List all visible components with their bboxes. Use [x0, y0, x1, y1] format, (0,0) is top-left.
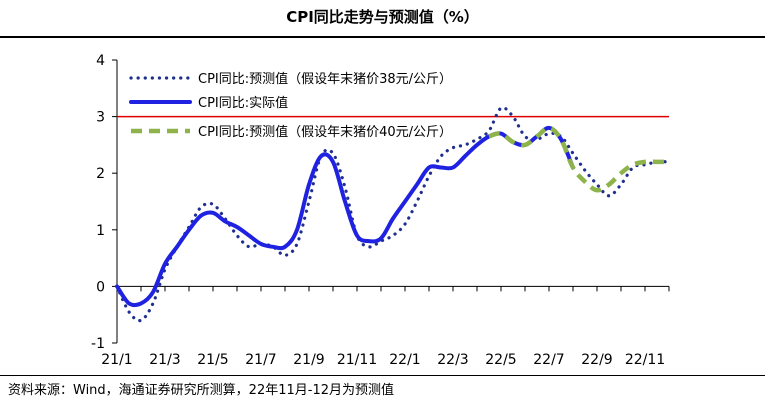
x-tick-label: 21/7 [245, 352, 276, 368]
legend-entry-actual-label: CPI同比:实际值 [198, 95, 288, 111]
x-tick-label: 22/9 [581, 352, 612, 368]
x-tick-label: 21/1 [101, 352, 132, 368]
x-tick-label: 21/5 [197, 352, 228, 368]
series-forecast-38-line [115, 106, 671, 323]
y-tick-label: 2 [96, 166, 105, 182]
x-tick-label: 21/9 [293, 352, 324, 368]
y-tick-label: 4 [96, 53, 105, 69]
x-tick-label: 22/7 [533, 352, 564, 368]
title-divider [0, 36, 765, 38]
x-tick-label: 21/3 [149, 352, 180, 368]
x-tick-label: 22/5 [485, 352, 516, 368]
series-layer [115, 106, 671, 323]
y-tick-label: -1 [91, 336, 105, 352]
y-tick-label: 0 [96, 279, 105, 295]
source-note: 资料来源：Wind，海通证券研究所测算，22年11月-12月为预测值 [8, 383, 394, 398]
cpi-line-chart: -1 0 1 2 3 4 21/1 21/3 21/5 21/7 21/9 21/11 22/1 22/3… [91, 53, 671, 368]
y-tick-label: 1 [96, 223, 105, 239]
x-tick-label: 22/3 [437, 352, 468, 368]
x-tick-label: 21/11 [337, 352, 377, 368]
chart-title: CPI同比走势与预测值（%） [286, 8, 479, 26]
legend-entry-forecast-38-label: CPI同比:预测值（假设年末猪价38元/公斤） [198, 71, 452, 87]
x-tick-label: 22/11 [625, 352, 665, 368]
series-forecast-40-line [488, 125, 669, 193]
footer-divider [0, 375, 765, 376]
x-tick-label: 22/1 [389, 352, 420, 368]
legend: CPI同比:预测值（假设年末猪价38元/公斤） CPI同比:实际值 CPI同比:预测… [129, 71, 452, 140]
legend-entry-forecast-40-label: CPI同比:预测值（假设年末猪价40元/公斤） [198, 124, 452, 140]
axes-layer: -1 0 1 2 3 4 21/1 21/3 21/5 21/7 21/9 21/11 22/1 22/3… [91, 53, 670, 368]
series-actual-line [115, 125, 575, 308]
y-tick-label: 3 [96, 110, 105, 126]
